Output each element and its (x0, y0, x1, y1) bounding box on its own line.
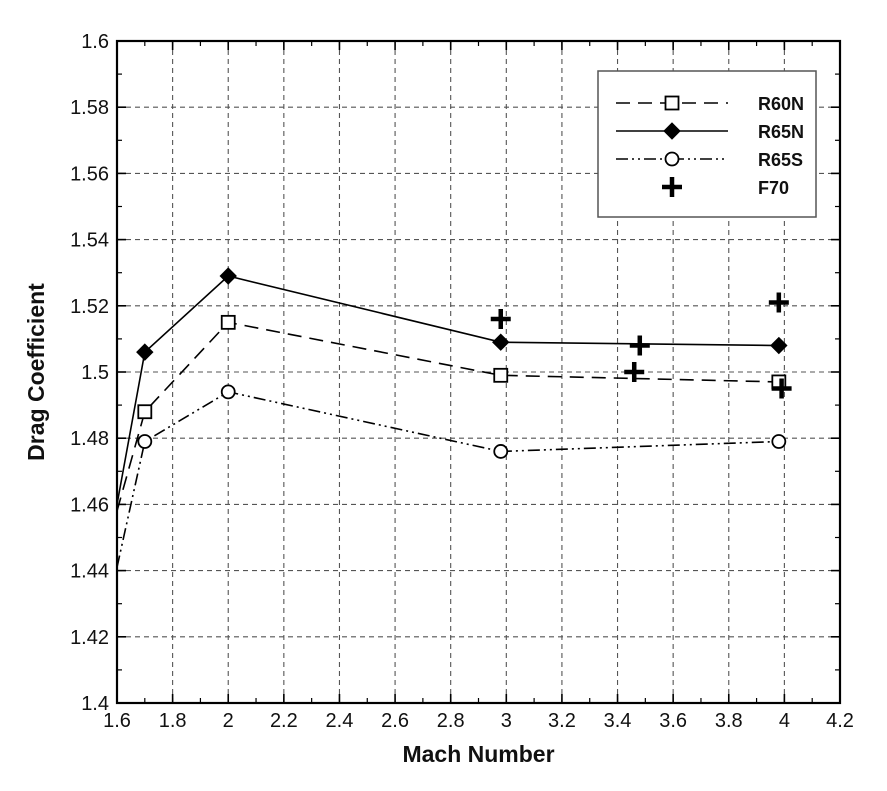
legend-label-r65n: R65N (758, 122, 804, 142)
tick-labels: 1.6 1.8 2 2.2 2.4 2.6 2.8 3 3.2 3.4 3.6 3.8 4 4.21.41… (70, 31, 854, 732)
tick-label-y: 1.5 (81, 362, 109, 384)
x-axis-label: Mach Number (402, 741, 554, 767)
tick-label-x: 3.4 (604, 710, 632, 732)
series-line-r60n (117, 321, 779, 512)
data-point-r65n (492, 333, 510, 351)
tick-label-x: 2.2 (270, 710, 298, 732)
data-point-f70 (624, 362, 645, 382)
data-point-r65n (136, 343, 154, 361)
data-point-r60n (220, 314, 236, 330)
series-line-r65s (117, 391, 779, 568)
data-point-f70 (768, 292, 789, 313)
tick-label-x: 4.2 (826, 710, 854, 732)
data-point-r65s (220, 384, 236, 400)
data-point-r65s (771, 434, 787, 449)
data-point-r60n (493, 367, 509, 383)
tick-label-x: 4 (779, 710, 790, 732)
data-point-f70 (490, 309, 511, 330)
data-point-r65n (219, 267, 237, 285)
tick-label-y: 1.52 (70, 296, 109, 318)
series-line-r65n (117, 275, 779, 505)
tick-label-x: 2.8 (437, 710, 465, 732)
tick-label-y: 1.54 (70, 230, 109, 252)
series-lines (117, 275, 779, 568)
legend-label-r60n: R60N (758, 94, 804, 114)
tick-label-y: 1.46 (70, 494, 109, 516)
y-axis-label: Drag Coefficient (23, 283, 49, 461)
tick-label-x: 1.8 (159, 710, 187, 732)
tick-label-x: 3.8 (715, 710, 743, 732)
tick-label-x: 2 (223, 710, 234, 732)
data-point-f70 (629, 335, 650, 356)
data-point-r65s (137, 434, 153, 449)
legend: R60N R65N R65S F70 (597, 70, 817, 218)
tick-label-y: 1.58 (70, 97, 109, 119)
data-point-r65s (493, 444, 509, 459)
data-point-r65n (770, 336, 788, 355)
tick-label-y: 1.44 (70, 561, 109, 583)
legend-marker-f70 (662, 177, 682, 197)
tick-label-x: 3.2 (548, 710, 576, 732)
legend-label-f70: F70 (758, 178, 789, 198)
legend-marker-r65n (663, 122, 681, 140)
tick-label-x: 3 (501, 710, 512, 732)
tick-label-x: 3.6 (659, 710, 687, 732)
tick-label-y: 1.6 (81, 31, 109, 53)
tick-label-y: 1.48 (70, 428, 109, 450)
tick-label-y: 1.56 (70, 163, 109, 185)
tick-label-y: 1.4 (81, 693, 109, 715)
tick-label-x: 2.4 (326, 710, 354, 732)
legend-box (597, 70, 817, 218)
tick-label-x: 1.6 (103, 710, 131, 732)
data-point-f70 (771, 378, 792, 399)
data-point-r60n (137, 404, 153, 420)
axis-ticks (116, 40, 841, 704)
legend-label-r65s: R65S (758, 150, 803, 170)
legend-marker-r60n (664, 95, 680, 111)
tick-label-x: 2.6 (381, 710, 409, 732)
tick-label-y: 1.42 (70, 627, 109, 649)
series-markers (136, 267, 792, 459)
legend-marker-r65s (664, 151, 680, 167)
